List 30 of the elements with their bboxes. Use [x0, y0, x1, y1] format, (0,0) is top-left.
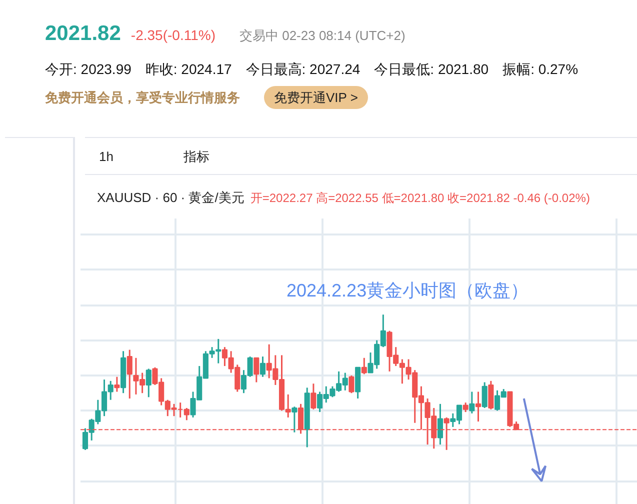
- text: 交易中 02-23 08:14 (UTC+2): [239, 28, 406, 43]
- text: 今日最高: 2027.24: [246, 61, 360, 77]
- text: 2021.82: [45, 22, 121, 45]
- candlestick: [482, 382, 488, 409]
- chart-title: 2024.2.23黄金小时图（欧盘）: [286, 280, 529, 300]
- text: 今开: 2023.99: [45, 61, 132, 77]
- candlestick: [254, 357, 260, 384]
- text: -2.35(-0.11%): [130, 27, 216, 43]
- text: 昨收: 2024.17: [145, 61, 232, 77]
- candlestick: [146, 368, 152, 398]
- text: 免费开通会员，享受专业行情服务: [45, 90, 240, 105]
- text: 1h: [99, 149, 114, 164]
- candlestick: [310, 382, 316, 410]
- candlestick: [361, 357, 367, 375]
- text: XAUUSD · 60 · 黄金/美元: [97, 190, 244, 205]
- candlestick: [437, 403, 444, 446]
- candlestick: [292, 406, 298, 434]
- candlestick: [126, 349, 132, 400]
- candlestick: [462, 402, 468, 413]
- candlestick: [475, 390, 482, 422]
- candlestick: [488, 380, 494, 410]
- candlestick: [260, 356, 266, 378]
- candlestick: [469, 390, 475, 414]
- text: 开=2022.27 高=2022.55 低=2021.80 收=2021.82 -0.46 (-0.02%): [250, 191, 590, 205]
- candlestick: [348, 374, 354, 394]
- text: 免费开通VIP >: [264, 86, 368, 109]
- text: 振幅: 0.27%: [502, 61, 578, 77]
- text: 今日最低: 2021.80: [374, 61, 489, 77]
- candlestick: [114, 376, 120, 392]
- text: 指标: [183, 149, 210, 164]
